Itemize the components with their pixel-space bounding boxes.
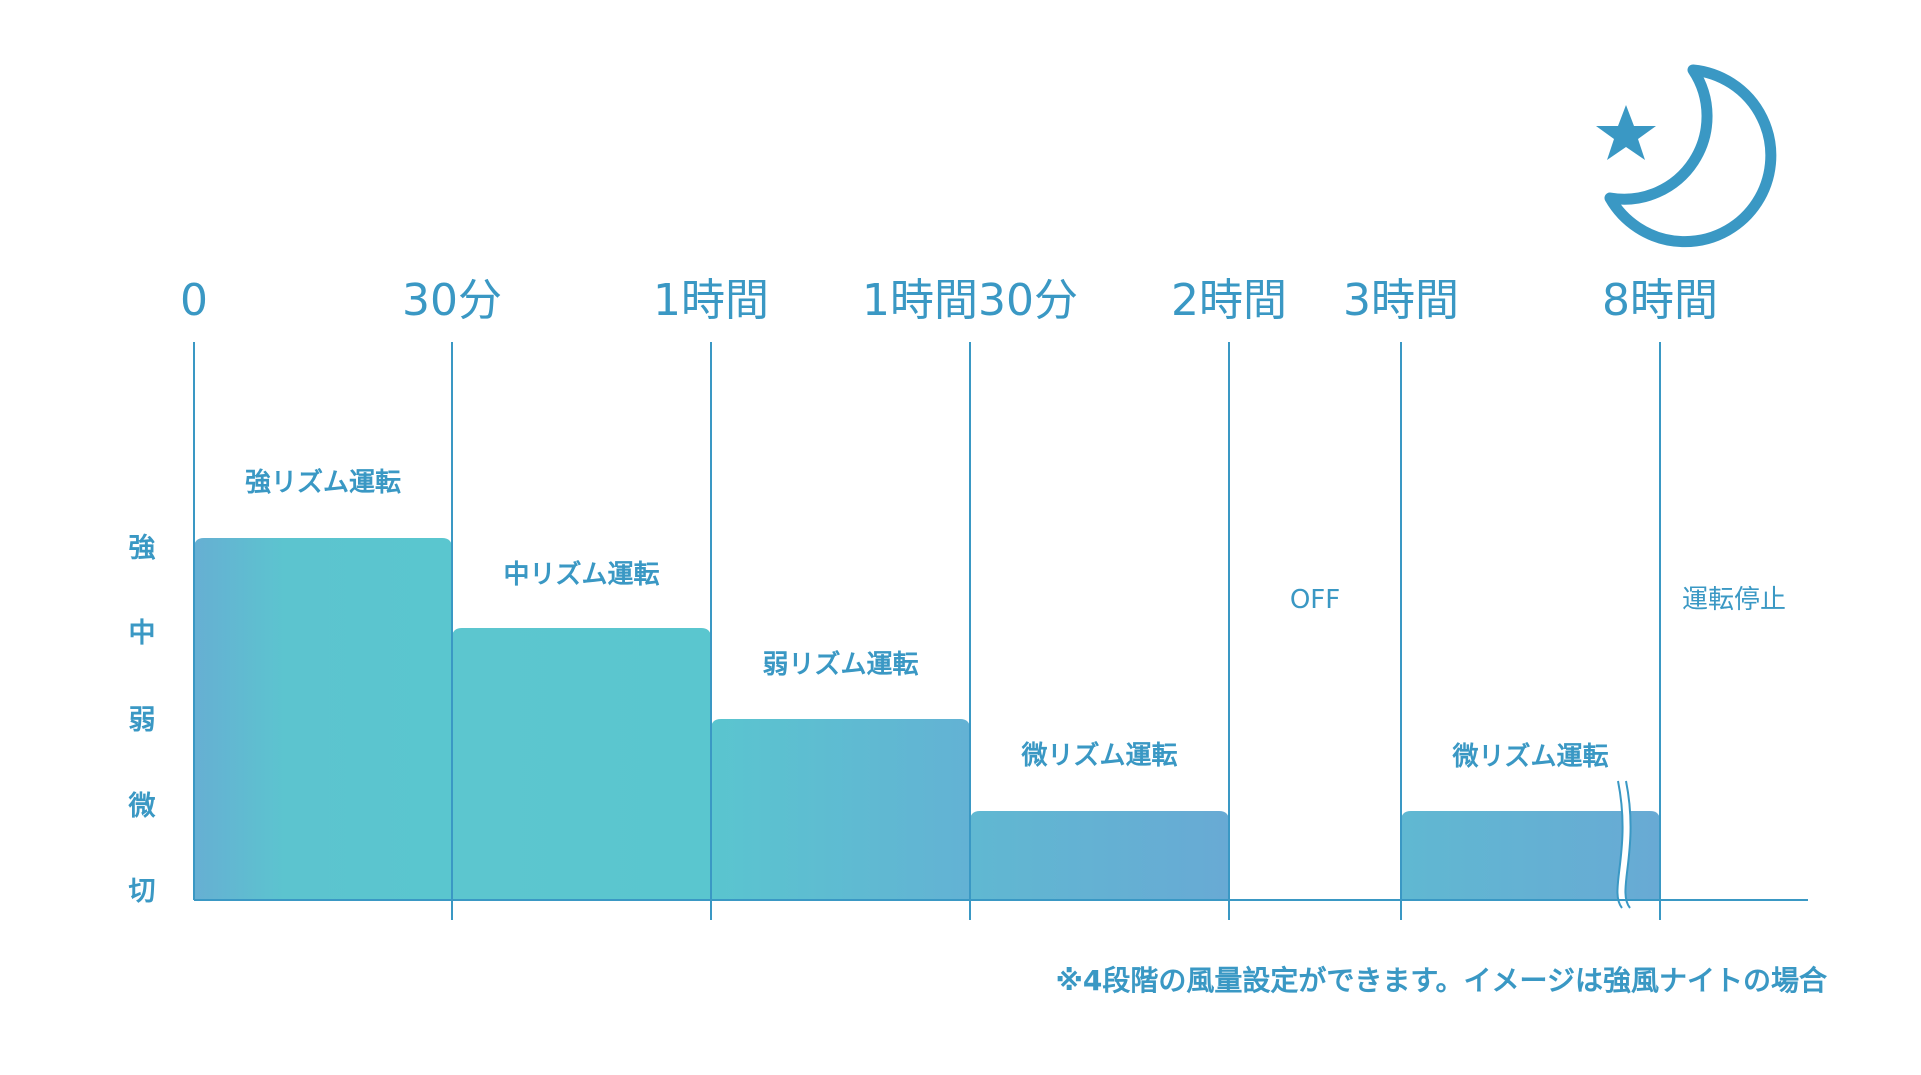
segment-label: 強リズム運転	[245, 467, 401, 498]
y-level-label: 中	[129, 618, 156, 649]
segment-label: 微リズム運転	[1451, 741, 1608, 772]
x-tick-label: 2時間	[1171, 275, 1287, 326]
axis-break-gap	[1616, 780, 1632, 911]
x-tick-label: 1時間30分	[862, 275, 1078, 326]
segment-label: 弱リズム運転	[762, 649, 918, 680]
y-level-label: 強	[129, 533, 156, 564]
y-level-label: 微	[128, 791, 156, 822]
bar-segment	[1401, 811, 1660, 900]
segment-label: 運転停止	[1682, 585, 1786, 615]
bar-segment	[452, 628, 711, 900]
bar-segment	[970, 811, 1229, 900]
segment-label: 微リズム運転	[1020, 740, 1177, 771]
y-level-label: 切	[129, 876, 156, 907]
x-tick-label: 1時間	[653, 275, 769, 326]
moon-star-icon	[1596, 64, 1777, 248]
bar-segment	[711, 719, 970, 900]
axis-break-mark	[1624, 780, 1632, 909]
grid-layer	[193, 342, 1808, 920]
y-level-label: 弱	[129, 705, 156, 736]
bars-layer	[194, 538, 1660, 911]
x-tick-label: 0	[180, 275, 208, 326]
segment-label: OFF	[1290, 585, 1340, 615]
x-tick-label: 8時間	[1602, 275, 1718, 326]
segment-label: 中リズム運転	[503, 559, 659, 590]
footnote: ※4段階の風量設定ができます。イメージは強風ナイトの場合	[1056, 964, 1828, 997]
axis-break-mark	[1616, 780, 1624, 909]
x-tick-label: 3時間	[1343, 275, 1459, 326]
bar-segment	[194, 538, 452, 900]
x-tick-label: 30分	[402, 275, 502, 326]
